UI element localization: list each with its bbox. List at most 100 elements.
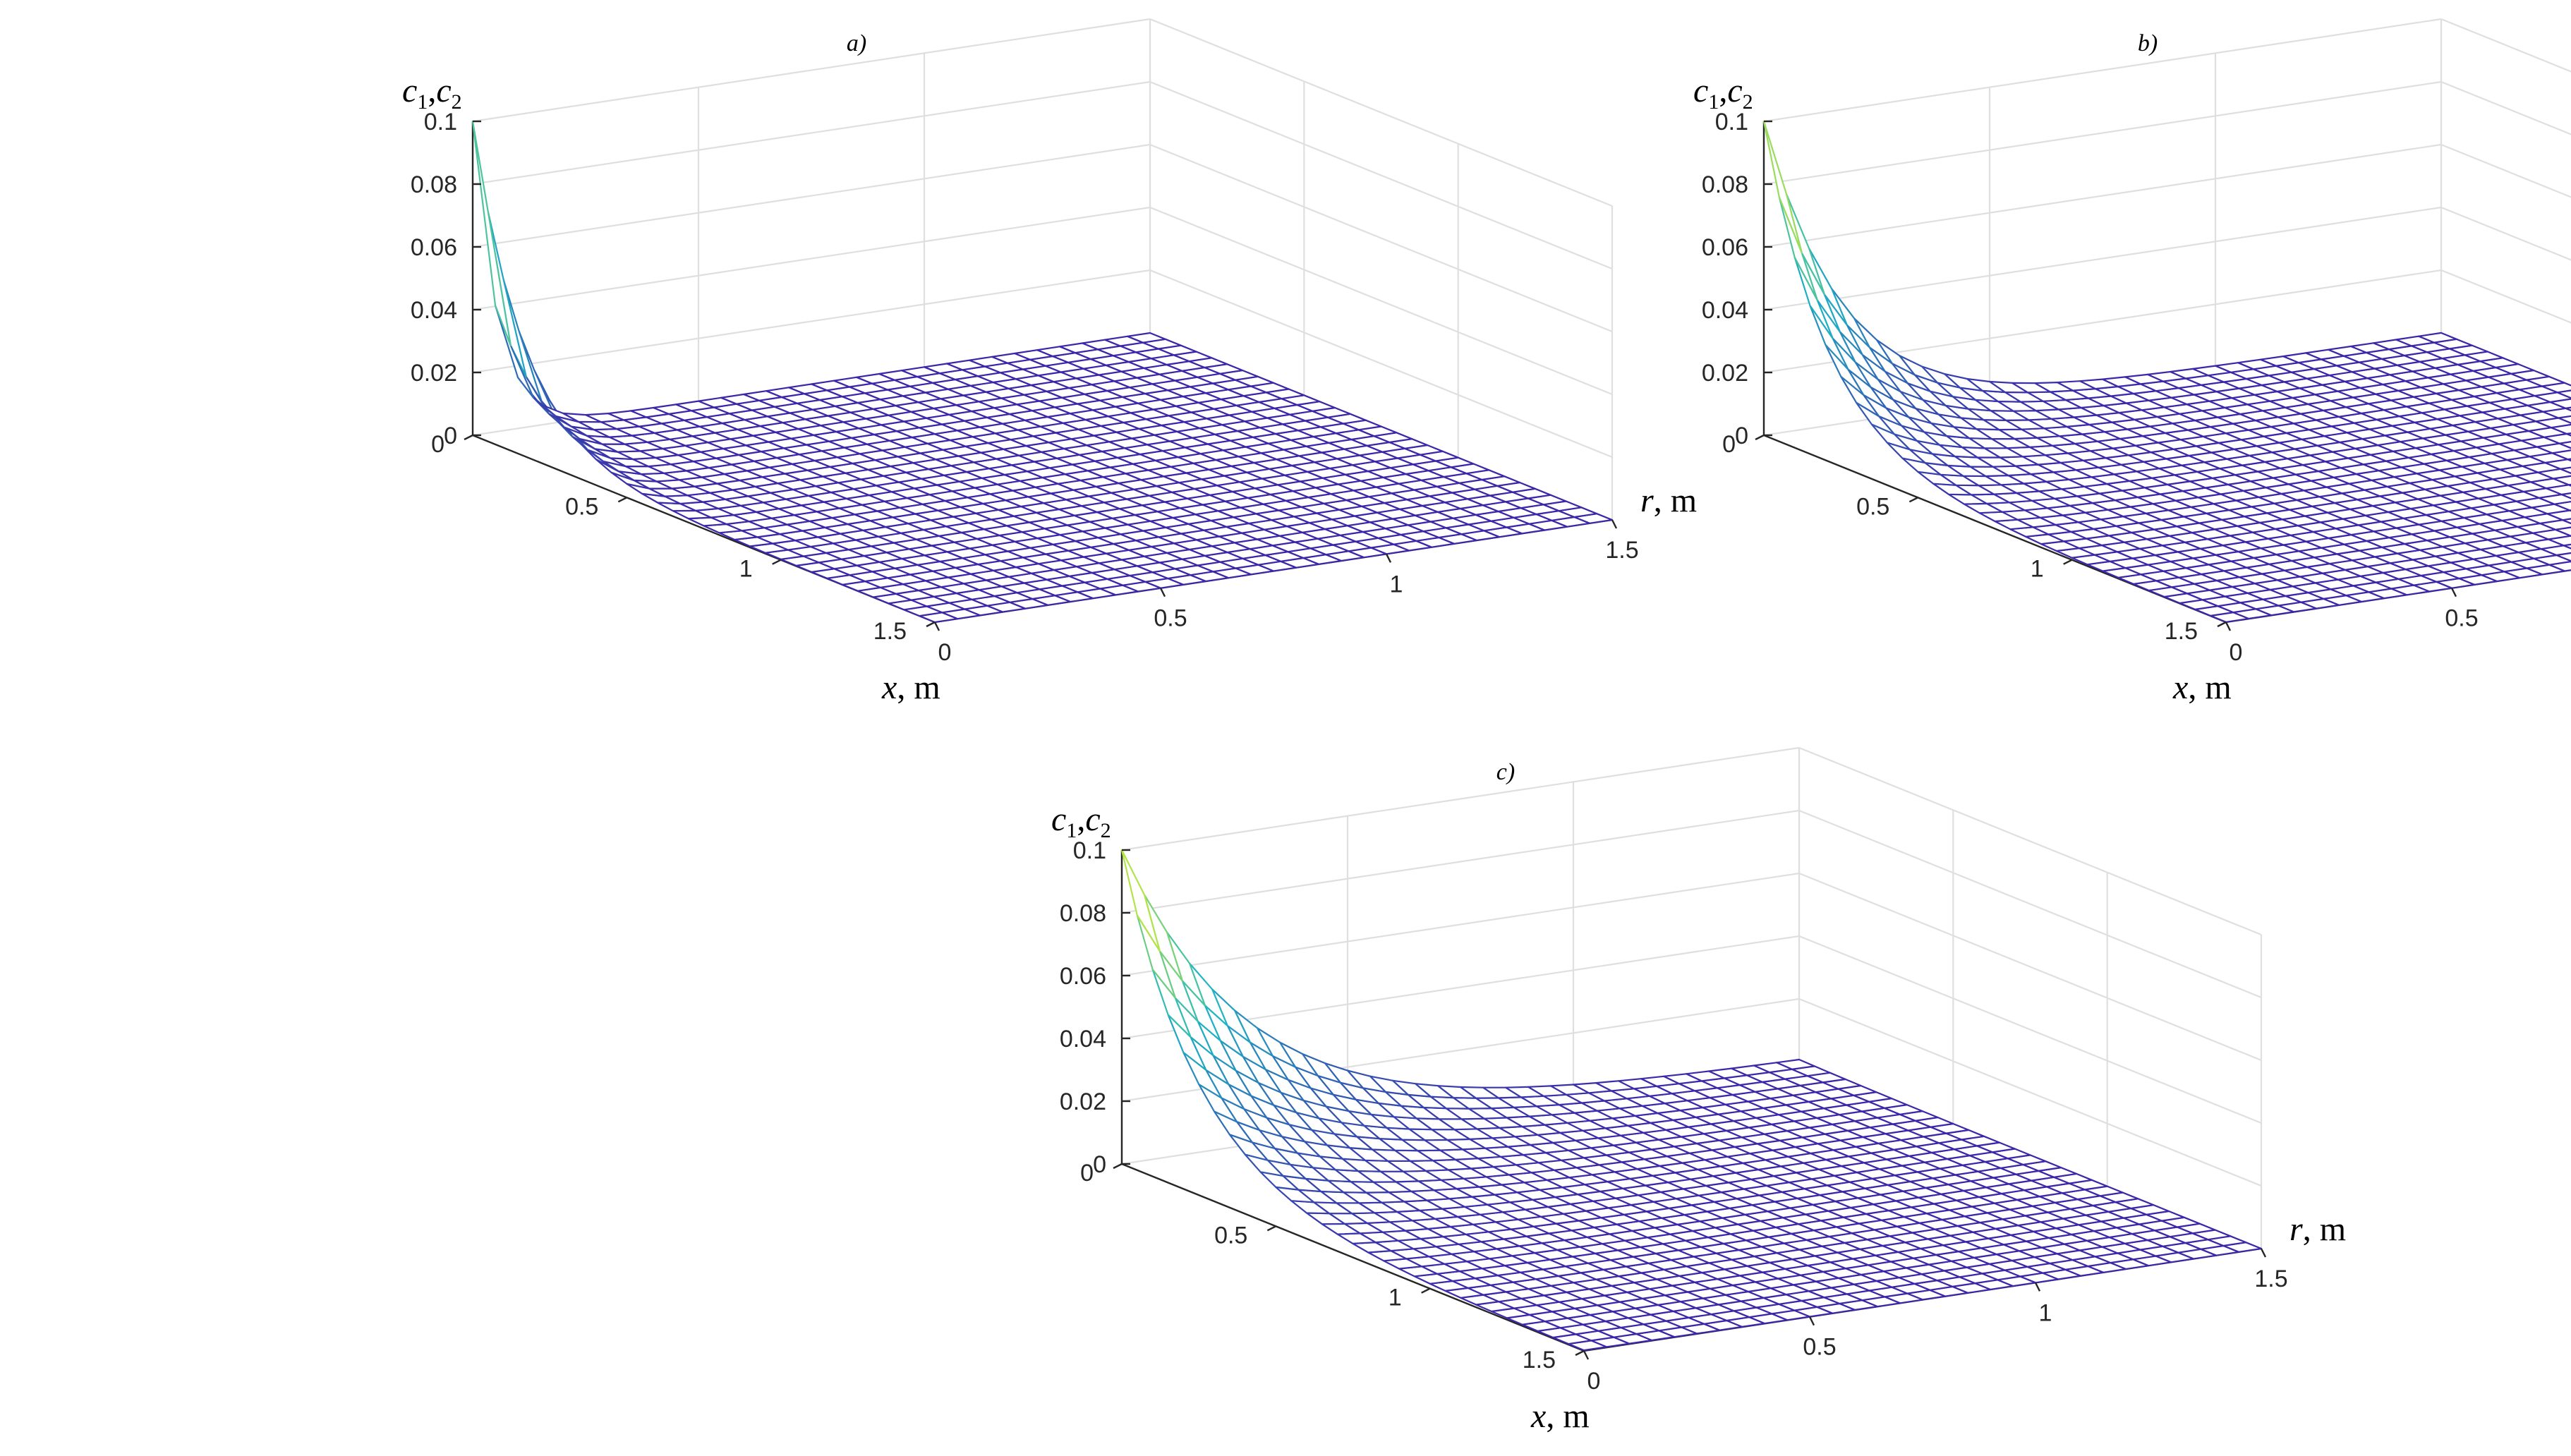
grid-line — [1798, 746, 2262, 936]
grid-line — [2440, 80, 2571, 135]
r-tick-mark — [2450, 588, 2457, 597]
grid-line — [2440, 143, 2571, 198]
grid-line — [1798, 872, 2262, 1062]
grid-line — [1121, 809, 1800, 914]
grid-line — [1149, 80, 1613, 270]
r-tick-mark — [1611, 519, 1618, 529]
panel-title: b) — [2138, 30, 2158, 56]
r-axis-ticks: 0 0.5 1 1.5 — [1583, 1248, 2288, 1395]
r-tick-mark — [1159, 588, 1166, 597]
x-axis-line — [1121, 1163, 1585, 1352]
z-axis-label-part: , — [1077, 801, 1085, 838]
grid-line — [2440, 206, 2571, 261]
r-tick-mark — [1583, 1350, 1590, 1360]
x-axis-label-unit: , m — [2188, 669, 2231, 706]
x-axis-label: x, m — [881, 669, 940, 706]
x-tick-mark — [464, 434, 473, 441]
z-tick-label: 0.1 — [1073, 837, 1106, 864]
x-tick-mark — [772, 559, 782, 565]
r-tick-label: 0.5 — [1803, 1334, 1836, 1361]
z-axis-label-part: c — [402, 72, 417, 109]
r-tick-mark — [933, 621, 940, 631]
r-axis-label-var: r — [2289, 1211, 2303, 1248]
x-axis-ticks: 0 0.5 1 1.5 — [431, 431, 936, 645]
z-axis-label-part: , — [428, 72, 436, 109]
x-tick-mark — [926, 621, 936, 628]
x-tick-mark — [1113, 1163, 1123, 1170]
z-axis-label-part: 1 — [417, 90, 428, 114]
x-tick-mark — [1755, 434, 1765, 441]
x-tick-label: 0.5 — [1214, 1222, 1247, 1249]
surface-mesh — [1120, 849, 2263, 1352]
z-tick-label: 0.06 — [411, 234, 457, 261]
z-axis-ticks: 0 0.02 0.04 0.06 0.08 0.1 — [1702, 109, 1772, 449]
z-tick-label: 0.1 — [424, 109, 457, 135]
panel-a: 00.020.040.060.080.100.511.500.511.5c1,c… — [402, 18, 1697, 706]
grid-line — [472, 269, 1151, 374]
x-axis-label-unit: , m — [897, 669, 940, 706]
r-tick-label: 0.5 — [1154, 605, 1187, 632]
z-tick-label: 0 — [1093, 1151, 1106, 1178]
x-axis-ticks: 0 0.5 1 1.5 — [1722, 431, 2227, 645]
z-tick-label: 0.02 — [1702, 360, 1748, 387]
z-tick-label: 0.08 — [411, 171, 457, 198]
z-axis-label-part: 1 — [1066, 819, 1077, 842]
z-axis-label-part: c — [1727, 72, 1742, 109]
z-axis-label-part: c — [436, 72, 451, 109]
mesh-cell — [471, 120, 512, 346]
mesh-cell — [1762, 120, 1803, 254]
z-axis-label-part: c — [1085, 801, 1100, 838]
x-tick-mark — [2063, 559, 2073, 565]
grid-line — [472, 80, 1151, 186]
r-axis-ticks: 0 0.5 1 1.5 — [933, 519, 1639, 666]
panel-b: 00.020.040.060.080.100.511.500.511.5c1,c… — [1693, 18, 2571, 706]
x-tick-mark — [1421, 1287, 1431, 1294]
grid-line — [472, 143, 1151, 248]
x-axis-label-var: x — [881, 669, 897, 706]
z-axis-label: c1,c2 — [1693, 72, 1753, 114]
grid-line — [1149, 143, 1613, 333]
grid-line — [472, 206, 1151, 311]
r-axis-label-unit: , m — [2303, 1211, 2346, 1248]
x-tick-label: 0 — [1722, 431, 1736, 458]
z-axis-label-part: 2 — [1101, 819, 1111, 842]
z-axis-label-part: 1 — [1708, 90, 1719, 114]
r-axis-label: r, m — [1640, 482, 1697, 519]
z-axis-label-part: , — [1719, 72, 1727, 109]
r-tick-label: 1 — [2039, 1299, 2052, 1326]
x-axis-label: x, m — [1530, 1397, 1590, 1435]
x-tick-label: 0 — [431, 431, 444, 458]
r-tick-label: 1 — [1390, 571, 1403, 597]
z-tick-label: 0 — [1735, 423, 1748, 449]
z-axis-label-part: c — [1051, 801, 1066, 838]
grid-line — [1121, 746, 1800, 851]
grid-line — [2440, 269, 2571, 324]
x-axis-label: x, m — [2172, 669, 2232, 706]
grid-line — [1763, 18, 2442, 123]
z-axis-ticks: 0 0.02 0.04 0.06 0.08 0.1 — [1060, 837, 1130, 1178]
grid-line — [1149, 18, 1613, 207]
grid-line — [2440, 18, 2571, 73]
z-axis-label: c1,c2 — [402, 72, 462, 114]
z-tick-label: 0.02 — [1060, 1088, 1106, 1115]
x-tick-label: 1 — [1389, 1285, 1402, 1311]
x-tick-mark — [2217, 621, 2227, 628]
x-axis-ticks: 0 0.5 1 1.5 — [1080, 1160, 1585, 1373]
z-tick-label: 0.02 — [411, 360, 457, 387]
x-tick-label: 0.5 — [1856, 493, 1889, 520]
r-tick-mark — [2260, 1248, 2267, 1258]
r-tick-mark — [1385, 553, 1392, 563]
grid-line — [1149, 269, 1613, 459]
z-tick-label: 0.1 — [1715, 109, 1748, 135]
r-tick-mark — [2225, 621, 2232, 631]
z-axis-label-part: 2 — [1743, 90, 1753, 114]
r-tick-mark — [1808, 1316, 1815, 1326]
x-axis-label-var: x — [1530, 1397, 1546, 1435]
r-tick-label: 1.5 — [2254, 1266, 2287, 1292]
z-tick-label: 0.04 — [1702, 297, 1748, 324]
panel-title: a) — [847, 30, 866, 56]
r-axis-label-unit: , m — [1654, 482, 1697, 519]
surface-mesh — [1762, 120, 2571, 623]
mesh-cell — [1120, 849, 1161, 952]
x-tick-label: 1.5 — [1523, 1347, 1556, 1373]
